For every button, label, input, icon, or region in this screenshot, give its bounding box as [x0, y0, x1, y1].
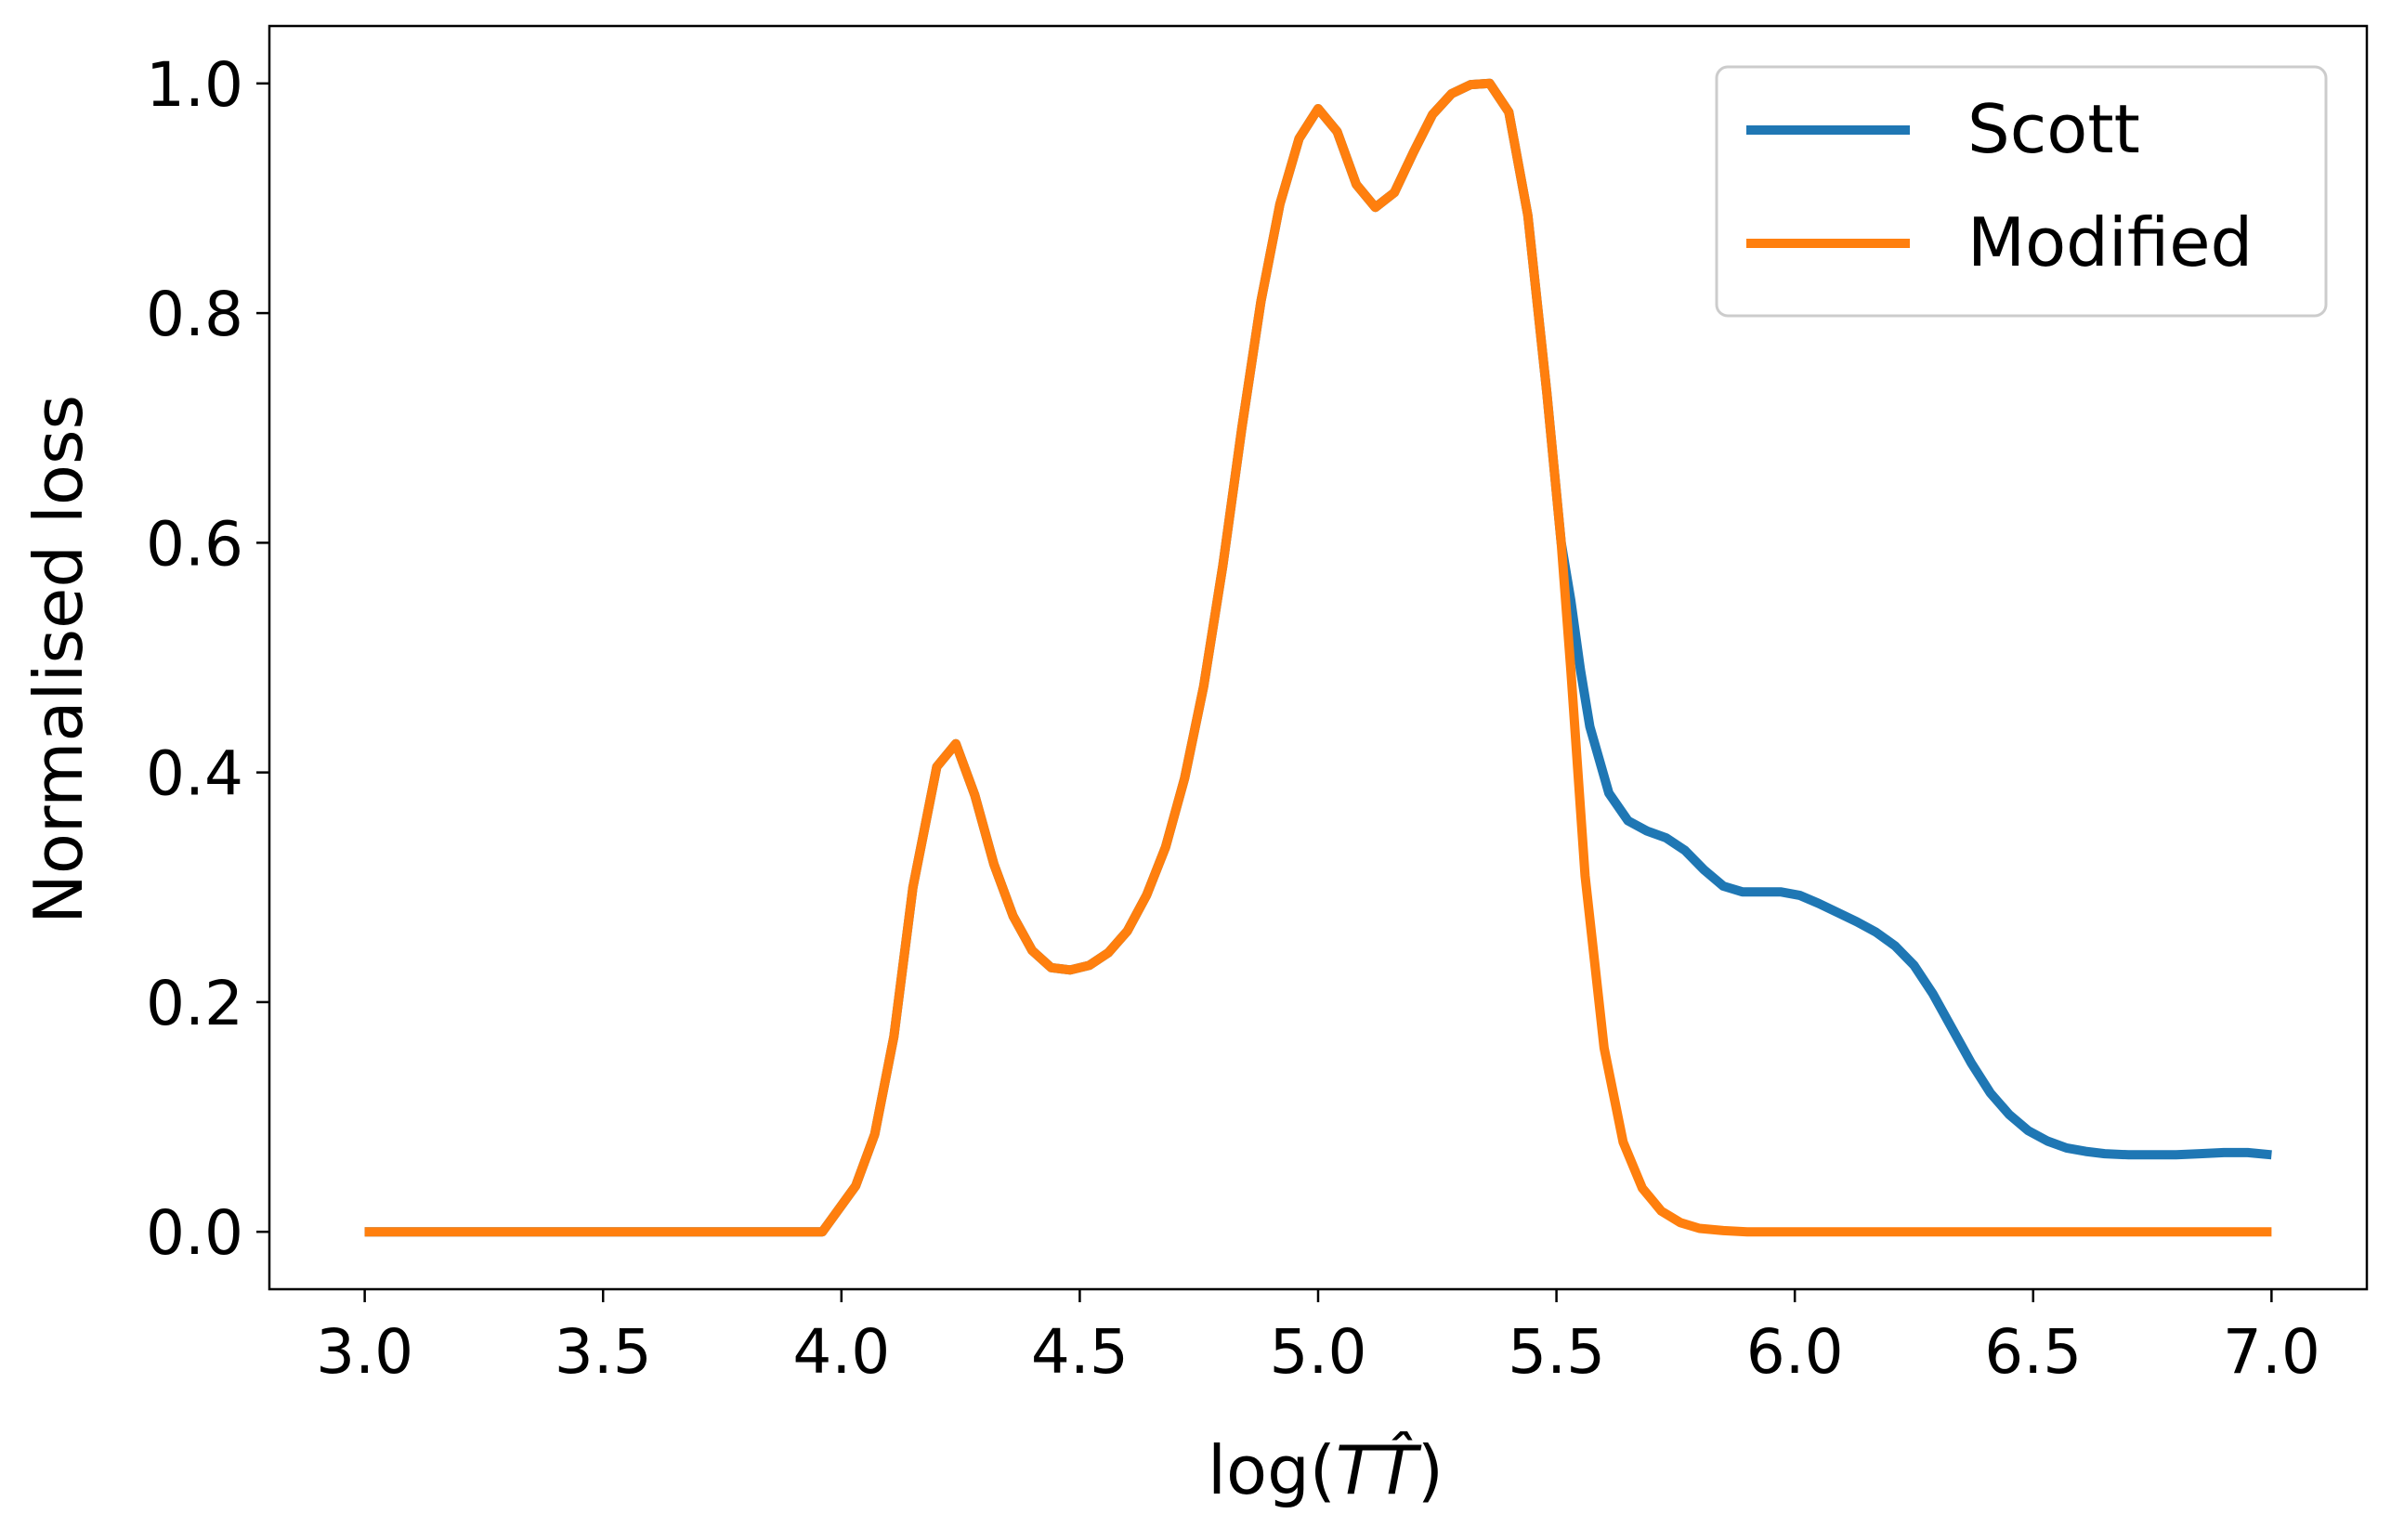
y-tick-label: 1.0	[146, 49, 243, 121]
y-axis-label: Normalised loss	[20, 395, 98, 924]
x-tick-label: 7.0	[2223, 1316, 2320, 1388]
y-tick-label: 0.2	[146, 968, 243, 1039]
x-axis-label-prefix: log(	[1208, 1431, 1336, 1509]
x-axis-label-var-hat: T̂	[1377, 1431, 1422, 1509]
series-layer	[364, 78, 2272, 1237]
x-tick-label: 4.5	[1031, 1316, 1129, 1388]
legend-label-modified: Modified	[1967, 203, 2253, 281]
series-line-modified	[364, 78, 2272, 1237]
y-tick-label: 0.4	[146, 738, 243, 810]
legend-label-scott: Scott	[1967, 90, 2140, 168]
y-axis-ticks: 0.0 0.2 0.4 0.6 0.8 1.0	[146, 49, 269, 1269]
x-axis-label-suffix: )	[1418, 1431, 1444, 1509]
x-tick-label: 6.0	[1746, 1316, 1844, 1388]
x-tick-label: 6.5	[1984, 1316, 2082, 1388]
x-axis-label: log(TT̂)	[1208, 1431, 1444, 1509]
x-axis-label-var: T	[1336, 1431, 1381, 1509]
x-tick-label: 4.0	[792, 1316, 890, 1388]
y-tick-label: 0.6	[146, 508, 243, 580]
y-tick-label: 0.8	[146, 279, 243, 350]
y-tick-label: 0.0	[146, 1197, 243, 1269]
x-tick-label: 3.5	[555, 1316, 652, 1388]
x-tick-label: 5.5	[1508, 1316, 1605, 1388]
x-tick-label: 3.0	[316, 1316, 413, 1388]
legend: Scott Modified	[1715, 65, 2328, 318]
x-tick-label: 5.0	[1270, 1316, 1367, 1388]
x-axis-ticks: 3.0 3.5 4.0 4.5 5.0 5.5 6.0 6.5 7.0	[316, 1289, 2320, 1388]
